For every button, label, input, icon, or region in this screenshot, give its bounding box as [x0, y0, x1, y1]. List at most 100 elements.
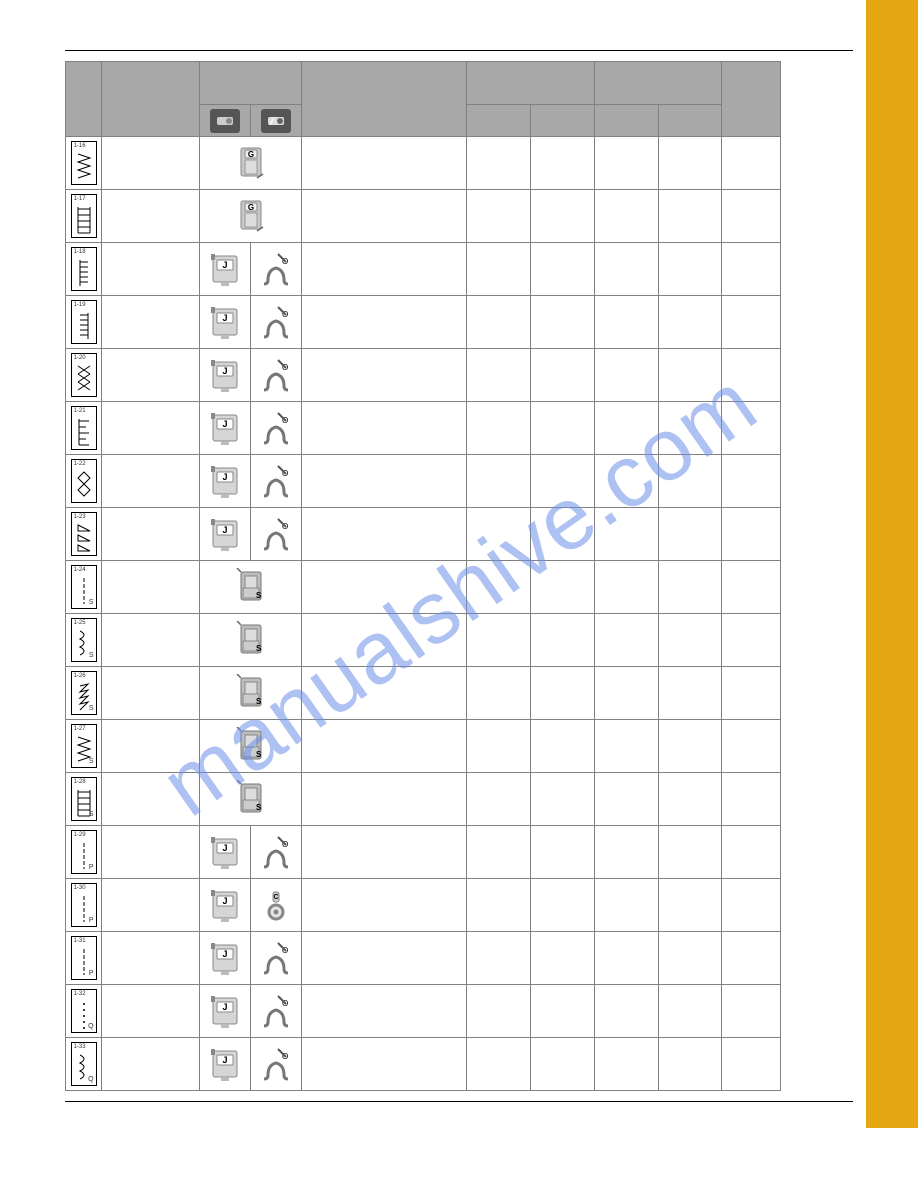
- header-foot-icon-1: [200, 105, 251, 137]
- stitch-icon: 1-18: [71, 247, 97, 291]
- foot-cell: O: [251, 402, 302, 455]
- stitch-icon: 1-22: [71, 459, 97, 503]
- page: 1-16G1-17G1-18JO1-19JO1-20JO1-21JO1-22JO…: [0, 0, 918, 1188]
- stitch-icon: 1-20: [71, 353, 97, 397]
- svg-text:J: J: [223, 419, 228, 429]
- foot-cell: O: [251, 296, 302, 349]
- foot-cell: O: [251, 455, 302, 508]
- side-color-bar: [866, 0, 918, 1128]
- foot-cell: C: [251, 879, 302, 932]
- svg-text:J: J: [223, 313, 228, 323]
- stitch-id: 1-20: [74, 355, 86, 361]
- svg-text:S: S: [256, 750, 262, 759]
- stitch-icon: 1-28 S: [71, 777, 97, 821]
- stitch-sub: Q: [88, 1076, 93, 1083]
- stitch-icon: 1-31 P: [71, 936, 97, 980]
- stitch-sub: P: [89, 970, 94, 977]
- svg-text:C: C: [274, 894, 279, 901]
- foot-cell: J: [200, 985, 251, 1038]
- foot-cell: J: [200, 455, 251, 508]
- svg-text:J: J: [223, 896, 228, 906]
- svg-text:J: J: [223, 1002, 228, 1012]
- table-row: 1-24 S S: [66, 561, 781, 614]
- stitch-id: 1-18: [74, 249, 86, 255]
- stitch-sub: S: [89, 705, 94, 712]
- table-row: 1-26 S S: [66, 667, 781, 720]
- stitch-id: 1-29: [74, 832, 86, 838]
- foot-cell: J: [200, 1038, 251, 1091]
- svg-text:S: S: [256, 644, 262, 653]
- table-row: 1-29 P J O: [66, 826, 781, 879]
- stitch-id: 1-28: [74, 779, 86, 785]
- table-row: 1-17G: [66, 190, 781, 243]
- foot-cell: O: [251, 349, 302, 402]
- table-row: 1-30 P J C: [66, 879, 781, 932]
- table-body: 1-16G1-17G1-18JO1-19JO1-20JO1-21JO1-22JO…: [66, 137, 781, 1091]
- svg-text:J: J: [223, 525, 228, 535]
- stitch-sub: S: [89, 652, 94, 659]
- foot-cell: J: [200, 349, 251, 402]
- foot-cell: J: [200, 243, 251, 296]
- stitch-sub: P: [89, 917, 94, 924]
- table-row: 1-21 J O: [66, 402, 781, 455]
- stitch-icon: 1-32Q: [71, 989, 97, 1033]
- foot-cell: J: [200, 932, 251, 985]
- foot-cell: S: [200, 720, 302, 773]
- foot-cell: O: [251, 243, 302, 296]
- foot-cell: J: [200, 508, 251, 561]
- top-rule: [65, 50, 853, 51]
- svg-text:J: J: [223, 949, 228, 959]
- stitch-icon: 1-25 S: [71, 618, 97, 662]
- stitch-id: 1-30: [74, 885, 86, 891]
- svg-text:J: J: [223, 472, 228, 482]
- foot-cell: S: [200, 561, 302, 614]
- table-header: [66, 62, 781, 137]
- stitch-id: 1-27: [74, 726, 86, 732]
- foot-cell: J: [200, 826, 251, 879]
- stitch-id: 1-22: [74, 461, 86, 467]
- table-row: 1-22 J O: [66, 455, 781, 508]
- stitch-id: 1-25: [74, 620, 86, 626]
- bottom-rule: [65, 1101, 853, 1102]
- table-row: 1-31PJO: [66, 932, 781, 985]
- stitch-sub: Q: [88, 1023, 93, 1030]
- stitch-table: 1-16G1-17G1-18JO1-19JO1-20JO1-21JO1-22JO…: [65, 61, 781, 1091]
- stitch-icon: 1-24 S: [71, 565, 97, 609]
- stitch-id: 1-17: [74, 196, 86, 202]
- table-row: 1-23 J O: [66, 508, 781, 561]
- foot-cell: O: [251, 985, 302, 1038]
- svg-text:G: G: [247, 150, 253, 159]
- foot-cell: S: [200, 667, 302, 720]
- stitch-icon: 1-27S: [71, 724, 97, 768]
- table-row: 1-28 S S: [66, 773, 781, 826]
- stitch-sub: S: [89, 811, 94, 818]
- table-row: 1-32Q J O: [66, 985, 781, 1038]
- stitch-icon: 1-23: [71, 512, 97, 556]
- svg-text:S: S: [256, 697, 262, 706]
- foot-cell: O: [251, 1038, 302, 1091]
- table-row: 1-16 G: [66, 137, 781, 190]
- header-foot-icon-2: [251, 105, 302, 137]
- svg-text:J: J: [223, 1055, 228, 1065]
- stitch-sub: S: [89, 599, 94, 606]
- stitch-icon: 1-16: [71, 141, 97, 185]
- foot-cell: J: [200, 879, 251, 932]
- stitch-icon: 1-30 P: [71, 883, 97, 927]
- table-row: 1-18 JO: [66, 243, 781, 296]
- svg-text:S: S: [256, 803, 262, 812]
- stitch-icon: 1-29 P: [71, 830, 97, 874]
- stitch-id: 1-24: [74, 567, 86, 573]
- stitch-id: 1-23: [74, 514, 86, 520]
- svg-text:J: J: [223, 843, 228, 853]
- stitch-icon: 1-17: [71, 194, 97, 238]
- svg-text:J: J: [223, 366, 228, 376]
- stitch-id: 1-31: [74, 938, 86, 944]
- stitch-id: 1-26: [74, 673, 86, 679]
- stitch-icon: 1-21: [71, 406, 97, 450]
- table-row: 1-25 S S: [66, 614, 781, 667]
- stitch-sub: P: [89, 864, 94, 871]
- foot-cell: S: [200, 773, 302, 826]
- table-row: 1-27S S: [66, 720, 781, 773]
- foot-cell: O: [251, 826, 302, 879]
- foot-cell: O: [251, 508, 302, 561]
